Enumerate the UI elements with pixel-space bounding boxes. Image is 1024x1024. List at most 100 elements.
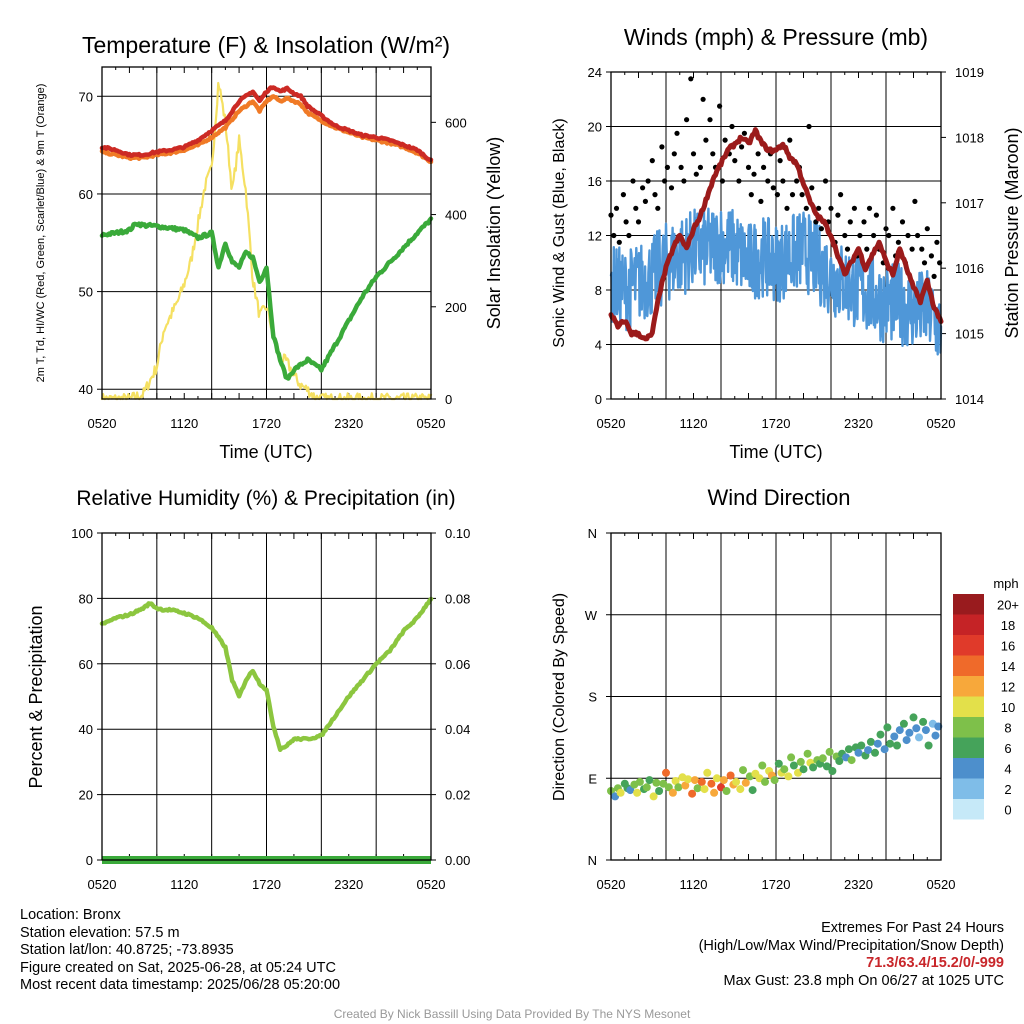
gust-point — [883, 226, 889, 232]
colorbar-unit: mph — [993, 576, 1018, 591]
gust-point — [668, 185, 675, 191]
panel-2-xlabel: Time (UTC) — [729, 442, 822, 462]
panel-4-ylabel-group: Direction (Colored By Speed) — [551, 593, 568, 801]
y2-tick-label: 1016 — [955, 261, 984, 276]
colorbar-swatch — [953, 614, 984, 635]
gust-point — [847, 219, 853, 225]
gust-point — [620, 192, 627, 198]
direction-point — [722, 787, 731, 795]
direction-point — [770, 776, 779, 785]
direction-point — [664, 783, 673, 792]
panel-2-y2label-group: Station Pressure (Maroon) — [1002, 127, 1022, 338]
direction-point — [883, 723, 892, 732]
y2-tick-label: 400 — [445, 208, 467, 223]
gust-point — [611, 232, 617, 239]
gust-point — [745, 164, 752, 170]
direction-point — [905, 728, 914, 737]
colorbar-swatch — [953, 717, 984, 738]
gust-point — [748, 192, 754, 198]
gust-point — [890, 205, 896, 211]
direction-point — [828, 767, 837, 775]
direction-point — [649, 792, 658, 801]
panel-3-title: Relative Humidity (%) & Precipitation (i… — [76, 487, 455, 510]
gust-point — [912, 198, 918, 204]
gust-point — [924, 226, 930, 232]
gust-point — [919, 246, 925, 252]
gust-point — [921, 260, 928, 266]
colorbar-label: 20+ — [997, 597, 1019, 612]
direction-point — [902, 736, 911, 745]
gust-point — [842, 232, 848, 239]
panel-1-y2label-group: Solar Insolation (Yellow) — [484, 137, 504, 329]
direction-point — [758, 761, 767, 770]
panel-1-ylabel-group: 2m T, Td, HI/WC (Red, Green, Scarlet/Blu… — [35, 84, 47, 383]
direction-point — [789, 761, 798, 770]
direction-point — [873, 739, 882, 748]
direction-point — [626, 786, 635, 795]
gust-point — [822, 178, 829, 184]
gust-point — [741, 130, 748, 136]
direction-point — [671, 777, 680, 785]
gust-point — [707, 117, 713, 123]
x-tick-label: 2320 — [334, 416, 363, 431]
direction-point — [688, 789, 697, 798]
gust-point — [710, 151, 716, 157]
gust-point — [717, 103, 723, 109]
gust-point — [909, 246, 915, 252]
gust-point — [828, 205, 834, 211]
colorbar-swatch — [953, 778, 984, 799]
y2-tick-label: 0.06 — [445, 657, 470, 672]
x-tick-label: 0520 — [88, 416, 117, 431]
direction-point — [693, 784, 702, 793]
direction-point — [803, 749, 812, 758]
direction-point — [703, 768, 712, 777]
direction-point — [712, 774, 721, 783]
gust-point — [799, 192, 805, 198]
x-tick-label: 1720 — [252, 877, 281, 892]
gust-point — [645, 178, 651, 184]
y2-tick-label: 0.08 — [445, 591, 470, 606]
extremes-heading: Extremes For Past 24 Hours — [821, 920, 1004, 936]
direction-point — [847, 756, 856, 765]
gust-point — [681, 178, 687, 184]
dewpoint-line — [99, 216, 434, 381]
pressure-line — [608, 127, 944, 342]
direction-point — [700, 785, 709, 794]
colorbar-swatch — [953, 696, 984, 717]
gust-point — [928, 253, 935, 259]
gust-point — [703, 137, 709, 143]
gust-point — [613, 205, 620, 211]
x-tick-label: 2320 — [844, 877, 873, 892]
y-tick-label: 8 — [595, 283, 602, 298]
direction-point — [919, 717, 928, 726]
direction-point — [668, 788, 677, 797]
gust-point — [739, 144, 745, 150]
direction-point — [809, 763, 818, 772]
panel-1-y2label: Solar Insolation (Yellow) — [484, 137, 504, 329]
plot-border — [101, 532, 432, 861]
recent-text: Most recent data timestamp: 2025/06/28 0… — [20, 977, 341, 994]
gust-point — [895, 239, 902, 245]
gust-point — [851, 205, 858, 211]
panel-2-ylabel-group: Sonic Wind & Gust (Blue, Black) — [551, 118, 568, 347]
x-tick-label: 0520 — [417, 416, 446, 431]
panel-4-ylabel: Direction (Colored By Speed) — [551, 593, 568, 801]
colorbar-label: 14 — [1001, 659, 1015, 674]
sonic-wind-line — [609, 207, 943, 356]
direction-point — [796, 757, 805, 766]
station-info: Location: Bronx Station elevation: 57.5 … — [20, 907, 340, 995]
panel-2-ylabel: Sonic Wind & Gust (Blue, Black) — [551, 118, 568, 347]
gust-point — [719, 178, 726, 184]
gust-point — [659, 144, 665, 150]
y-tick-label: 40 — [79, 382, 93, 397]
y2-tick-label: 0.04 — [445, 722, 470, 737]
direction-point — [684, 775, 692, 784]
created-text: Figure created on Sat, 2025-06-28, at 05… — [20, 959, 336, 976]
plot-border — [610, 71, 942, 400]
gust-point — [761, 164, 767, 170]
y-tick-label: 16 — [588, 174, 602, 189]
y-tick-label: 60 — [79, 187, 93, 202]
gust-point — [770, 185, 776, 191]
gust-point — [780, 178, 786, 184]
